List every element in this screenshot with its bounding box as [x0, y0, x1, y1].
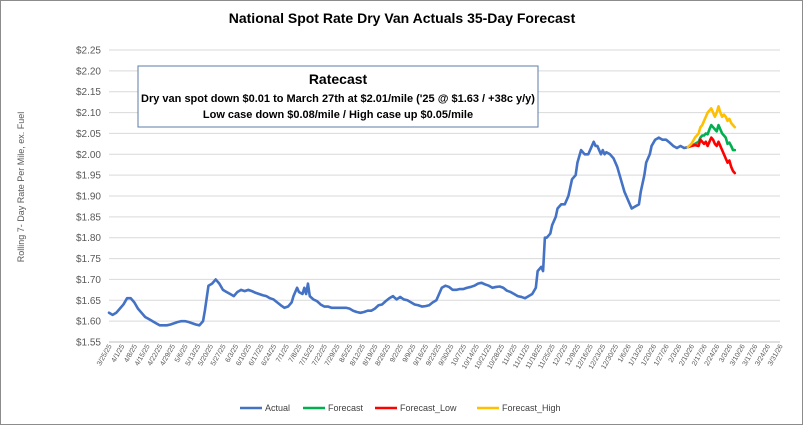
y-tick-label: $1.95 — [76, 171, 101, 182]
legend-label-actual: Actual — [265, 403, 290, 413]
y-axis-ticks: $1.55 $1.60 $1.65 $1.70 $1.75 $1.80 $1.85 $1.90… — [76, 46, 101, 349]
series-line-actual — [107, 136, 690, 327]
annotation-title: Ratecast — [309, 71, 368, 87]
x-axis-ticks: 3/25/254/1/254/8/254/15/254/22/254/29/25… — [96, 343, 785, 370]
series-line-forecast — [686, 123, 737, 152]
y-tick-label: $2.25 — [76, 46, 101, 57]
chart-title: National Spot Rate Dry Van Actuals 35-Da… — [229, 10, 576, 26]
y-tick-label: $1.85 — [76, 212, 101, 223]
y-tick-label: $1.55 — [76, 338, 101, 349]
series-line-forecast-low — [686, 136, 737, 175]
legend: Actual Forecast Forecast_Low Forecast_High — [240, 403, 561, 413]
y-tick-label: $1.80 — [76, 233, 101, 244]
y-tick-label: $1.90 — [76, 192, 101, 203]
series-lines — [107, 105, 737, 327]
y-axis-label: Rolling 7- Day Rate Per Mile, ex. Fuel — [16, 112, 26, 263]
annotation-line-2: Low case down $0.08/mile / High case up … — [203, 109, 473, 121]
y-tick-label: $2.05 — [76, 129, 101, 140]
ratecast-annotation: Ratecast Dry van spot down $0.01 to Marc… — [137, 65, 539, 128]
y-tick-label: $2.10 — [76, 108, 101, 119]
y-tick-label: $1.75 — [76, 254, 101, 265]
series-line-forecast-high — [686, 105, 737, 149]
legend-label-forecast-high: Forecast_High — [502, 403, 561, 413]
y-tick-label: $2.20 — [76, 66, 101, 77]
y-tick-label: $1.60 — [76, 317, 101, 328]
legend-label-forecast: Forecast — [328, 403, 364, 413]
y-tick-label: $2.00 — [76, 150, 101, 161]
y-tick-label: $1.65 — [76, 296, 101, 307]
annotation-box — [137, 65, 539, 128]
annotation-line-1: Dry van spot down $0.01 to March 27th at… — [141, 93, 535, 105]
y-tick-label: $1.70 — [76, 275, 101, 286]
y-tick-label: $2.15 — [76, 87, 101, 98]
legend-label-forecast-low: Forecast_Low — [400, 403, 457, 413]
